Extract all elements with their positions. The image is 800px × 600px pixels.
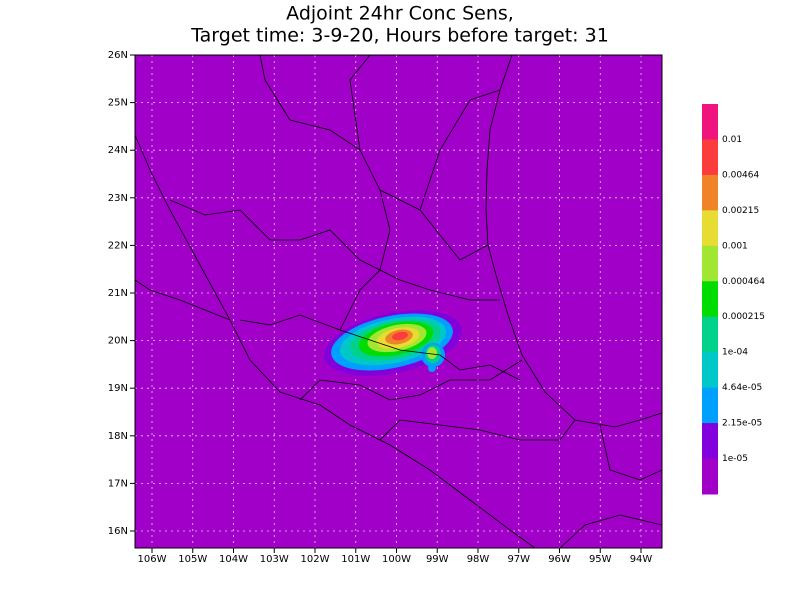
lon-label: 98W <box>467 554 490 565</box>
map-frame <box>134 54 663 549</box>
colorbar-box <box>702 387 718 424</box>
lat-label: 26N <box>108 50 128 61</box>
lon-label: 94W <box>630 554 653 565</box>
lat-label: 23N <box>108 193 128 204</box>
lon-label: 95W <box>589 554 612 565</box>
sensitivity-field <box>324 310 462 376</box>
colorbar-box <box>702 245 718 282</box>
contour-band <box>428 364 436 372</box>
colorbar-label: 0.00215 <box>722 206 759 216</box>
lat-label: 21N <box>108 288 128 299</box>
colorbar-box <box>702 458 718 495</box>
colorbar-box <box>702 210 718 247</box>
colorbar-box <box>702 281 718 318</box>
lat-label: 24N <box>108 145 128 156</box>
lon-label: 97W <box>507 554 530 565</box>
lat-label: 17N <box>108 478 128 489</box>
colorbar-box <box>702 316 718 353</box>
title-line: Target time: 3-9-20, Hours before target… <box>190 25 609 47</box>
lat-label: 20N <box>108 336 128 347</box>
lat-label: 19N <box>108 383 128 394</box>
colorbar-label: 0.000215 <box>722 312 765 322</box>
colorbar-label: 1e-05 <box>722 454 748 464</box>
contour-band <box>392 331 408 341</box>
colorbar-label: 0.00464 <box>722 170 759 180</box>
lat-label: 25N <box>108 98 128 109</box>
lon-label: 103W <box>260 554 289 565</box>
lon-label: 104W <box>219 554 248 565</box>
lon-label: 101W <box>341 554 370 565</box>
colorbar-label: 0.01 <box>722 135 742 145</box>
colorbar-label: 4.64e-05 <box>722 383 762 393</box>
colorbar-label: 0.000464 <box>722 277 765 287</box>
title-line: Adjoint 24hr Conc Sens, <box>286 3 514 25</box>
boundaries <box>134 54 663 549</box>
lon-label: 106W <box>138 554 167 565</box>
colorbar-label: 2.15e-05 <box>722 419 762 429</box>
colorbar-box <box>702 352 718 389</box>
lon-label: 105W <box>178 554 207 565</box>
colorbar-box <box>702 104 718 140</box>
lon-label: 102W <box>301 554 330 565</box>
grid <box>135 54 662 548</box>
lat-label: 18N <box>108 431 128 442</box>
map-background <box>135 55 662 548</box>
colorbar-box <box>702 423 718 460</box>
colorbar-label: 1e-04 <box>722 348 748 358</box>
lon-label: 100W <box>382 554 411 565</box>
contour-band <box>427 347 437 359</box>
colorbar-label: 0.001 <box>722 241 748 251</box>
lat-label: 16N <box>108 526 128 537</box>
colorbar-box <box>702 174 718 211</box>
colorbar-box <box>702 139 718 176</box>
lon-label: 96W <box>548 554 571 565</box>
axis-labels: 26N 25N 24N 23N 22N 21N 20N 19N 18N 17N 16N 106W 105… <box>108 50 653 565</box>
lon-label: 99W <box>426 554 449 565</box>
lat-label: 22N <box>108 240 128 251</box>
colorbar: 0.01 0.00464 0.00215 0.001 0.000464 0.000215 1… <box>702 104 765 495</box>
